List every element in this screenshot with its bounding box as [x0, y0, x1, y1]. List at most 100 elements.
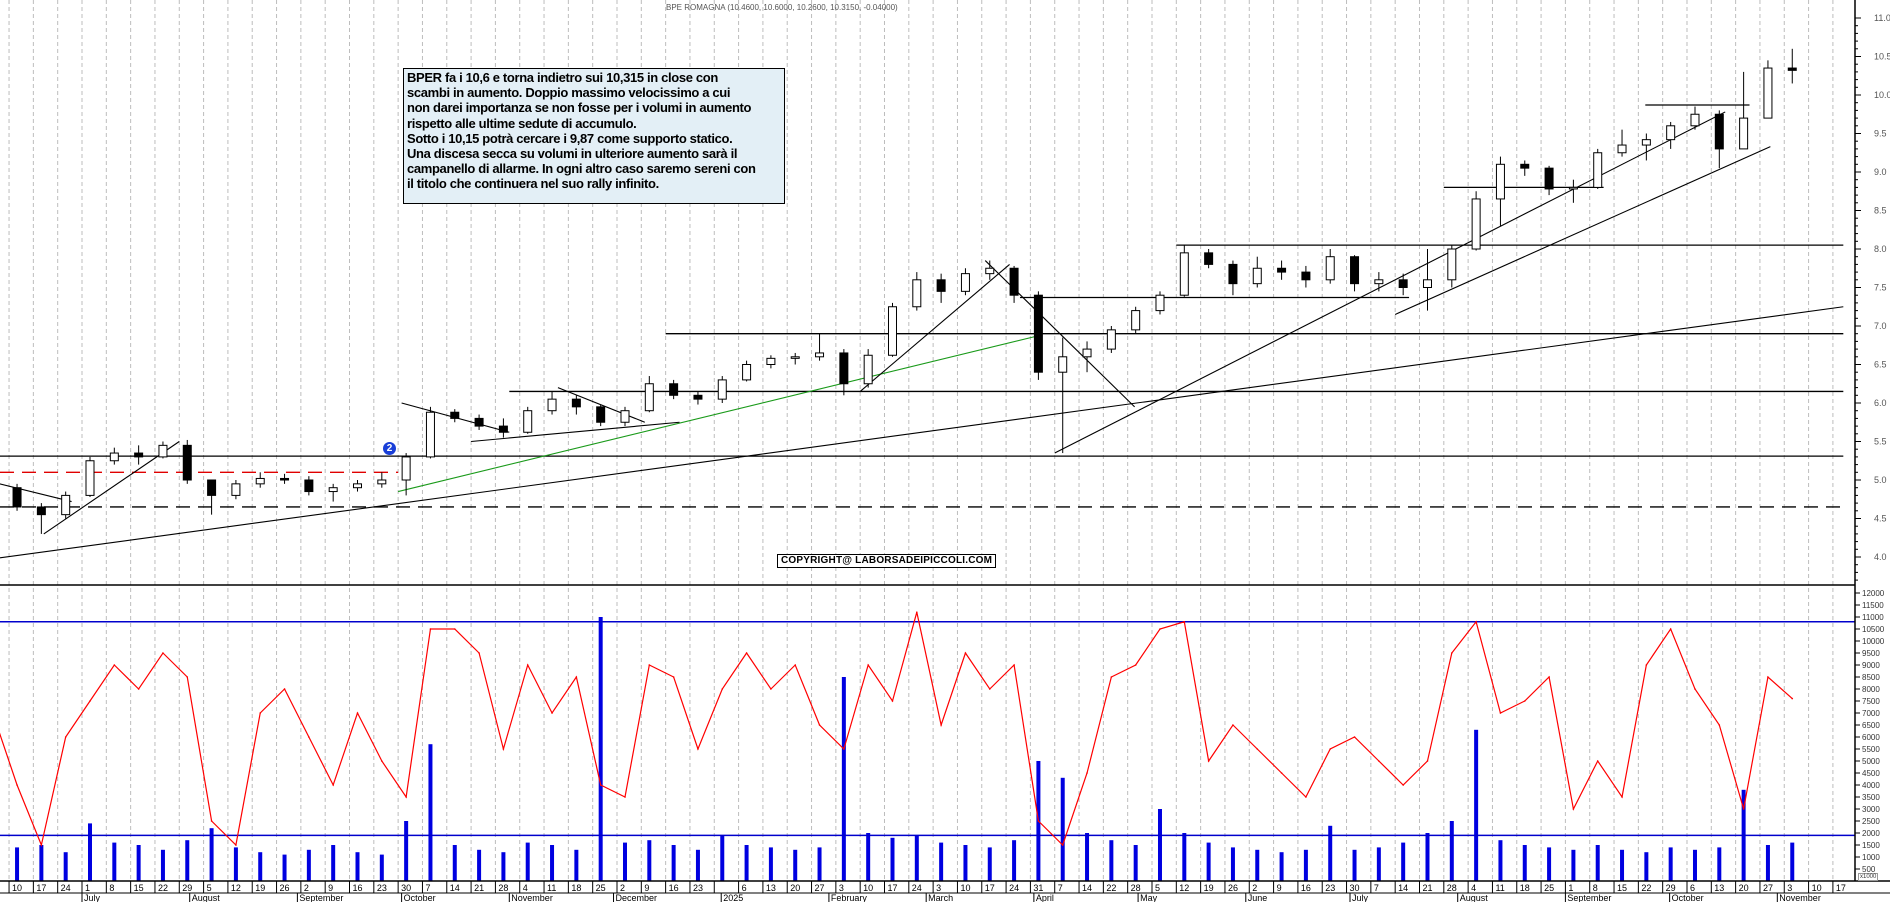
- candle-body: [742, 364, 752, 381]
- oscillator-point: [940, 724, 942, 726]
- candle-body: [1495, 163, 1505, 200]
- trendline: [43, 441, 180, 535]
- x-tick-label: 15: [1617, 883, 1627, 893]
- trendline: [0, 483, 72, 503]
- gridlines: [8, 0, 1834, 881]
- x-tick-label: 2: [1252, 883, 1257, 893]
- x-tick-label: 24: [912, 883, 922, 893]
- x-tick-label: 14: [450, 883, 460, 893]
- candle-body: [1690, 113, 1700, 127]
- candle-body: [1033, 294, 1043, 373]
- candle-body: [304, 479, 314, 493]
- month-label: June: [1248, 893, 1268, 902]
- x-tick-label: 17: [36, 883, 46, 893]
- horizontal-levels: [0, 104, 1844, 508]
- trendline: [0, 306, 1844, 559]
- volume-bar: [1790, 842, 1795, 881]
- oscillator-point: [770, 688, 772, 690]
- month-label: November: [1779, 893, 1821, 902]
- volume-bar: [1765, 845, 1770, 881]
- oscillator-point: [235, 844, 237, 846]
- x-tick-label: 15: [134, 883, 144, 893]
- oscillator-point: [1742, 808, 1745, 810]
- candle-body: [1325, 256, 1335, 281]
- candle-body: [717, 379, 727, 400]
- x-tick-label: 3: [1787, 883, 1792, 893]
- oscillator-point: [745, 652, 748, 654]
- oscillator-point: [64, 736, 67, 738]
- candle-body: [523, 410, 533, 433]
- volume-bar: [841, 677, 846, 881]
- volume-bar: [1717, 847, 1722, 881]
- oscillator-point: [405, 796, 407, 798]
- month-label: November: [511, 893, 553, 902]
- candle-body: [1082, 348, 1092, 358]
- volume-bar: [1425, 833, 1430, 881]
- x-tick-label: 27: [1763, 883, 1773, 893]
- oscillator-point: [381, 760, 383, 762]
- volume-tick-label: 6000: [1862, 733, 1880, 742]
- x-tick-label: 1: [1568, 883, 1573, 893]
- x-tick-label: 24: [61, 883, 71, 893]
- oscillator-point: [478, 652, 480, 654]
- x-tick-label: 11: [1495, 883, 1504, 893]
- trendline: [398, 335, 1038, 493]
- volume-bar: [1060, 777, 1065, 881]
- candle-body: [1739, 117, 1749, 150]
- volume-unit-label: x1000: [1858, 873, 1879, 881]
- x-tick-label: 13: [1714, 883, 1724, 893]
- oscillator-point: [891, 700, 894, 702]
- candle-body: [1544, 167, 1554, 190]
- volume-bar: [1230, 847, 1235, 881]
- oscillator-point: [843, 748, 845, 750]
- volume-bar: [720, 835, 725, 881]
- x-tick-label: 9: [644, 883, 649, 893]
- volume-bar: [306, 849, 311, 881]
- trendline: [859, 263, 1010, 392]
- x-tick-label: 5: [1155, 883, 1160, 893]
- volume-bar: [136, 845, 141, 881]
- candle-body: [498, 425, 508, 433]
- oscillator-series: [0, 612, 1793, 848]
- x-tick-label: 23: [1325, 883, 1335, 893]
- annotation-line: non darei importanza se non fosse per i …: [407, 100, 752, 116]
- volume-bar: [1522, 845, 1527, 881]
- volume-bar: [987, 847, 992, 881]
- volume-bar: [1376, 847, 1381, 881]
- candle-body: [328, 487, 338, 493]
- candle-body: [255, 477, 265, 485]
- volume-tick-label: 8500: [1862, 673, 1880, 682]
- candle-body: [85, 460, 95, 496]
- candle-body: [1447, 248, 1457, 281]
- oscillator-point: [672, 676, 675, 678]
- candle-body: [12, 487, 22, 508]
- x-tick-label: 27: [815, 883, 825, 893]
- candle-body: [1228, 263, 1238, 285]
- month-label: December: [616, 893, 658, 902]
- candle-body: [790, 356, 800, 359]
- month-label: 2025: [723, 893, 743, 902]
- oscillator-point: [648, 664, 651, 666]
- oscillator-point: [599, 784, 602, 786]
- volume-tick-label: 9500: [1862, 649, 1880, 658]
- volume-bar: [939, 842, 944, 881]
- trendline: [1054, 111, 1726, 454]
- volume-tick-label: 3000: [1862, 805, 1880, 814]
- oscillator-point: [308, 736, 310, 738]
- x-tick-label: 18: [1520, 883, 1530, 893]
- x-tick-label: 31: [1033, 883, 1043, 893]
- x-tick-label: 22: [1641, 883, 1651, 893]
- oscillator-point: [818, 724, 821, 726]
- month-label: March: [928, 893, 953, 902]
- volume-bar: [622, 842, 627, 881]
- candle-body: [1787, 67, 1797, 71]
- oscillator-point: [916, 611, 918, 613]
- candle-body: [547, 398, 557, 412]
- oscillator-point: [526, 664, 529, 666]
- trendline: [1394, 146, 1771, 315]
- volume-bar: [647, 840, 652, 881]
- candle-body: [815, 352, 825, 358]
- x-tick-label: 28: [1447, 883, 1457, 893]
- volume-tick-label: 11000: [1862, 613, 1884, 622]
- oscillator-point: [1523, 700, 1526, 702]
